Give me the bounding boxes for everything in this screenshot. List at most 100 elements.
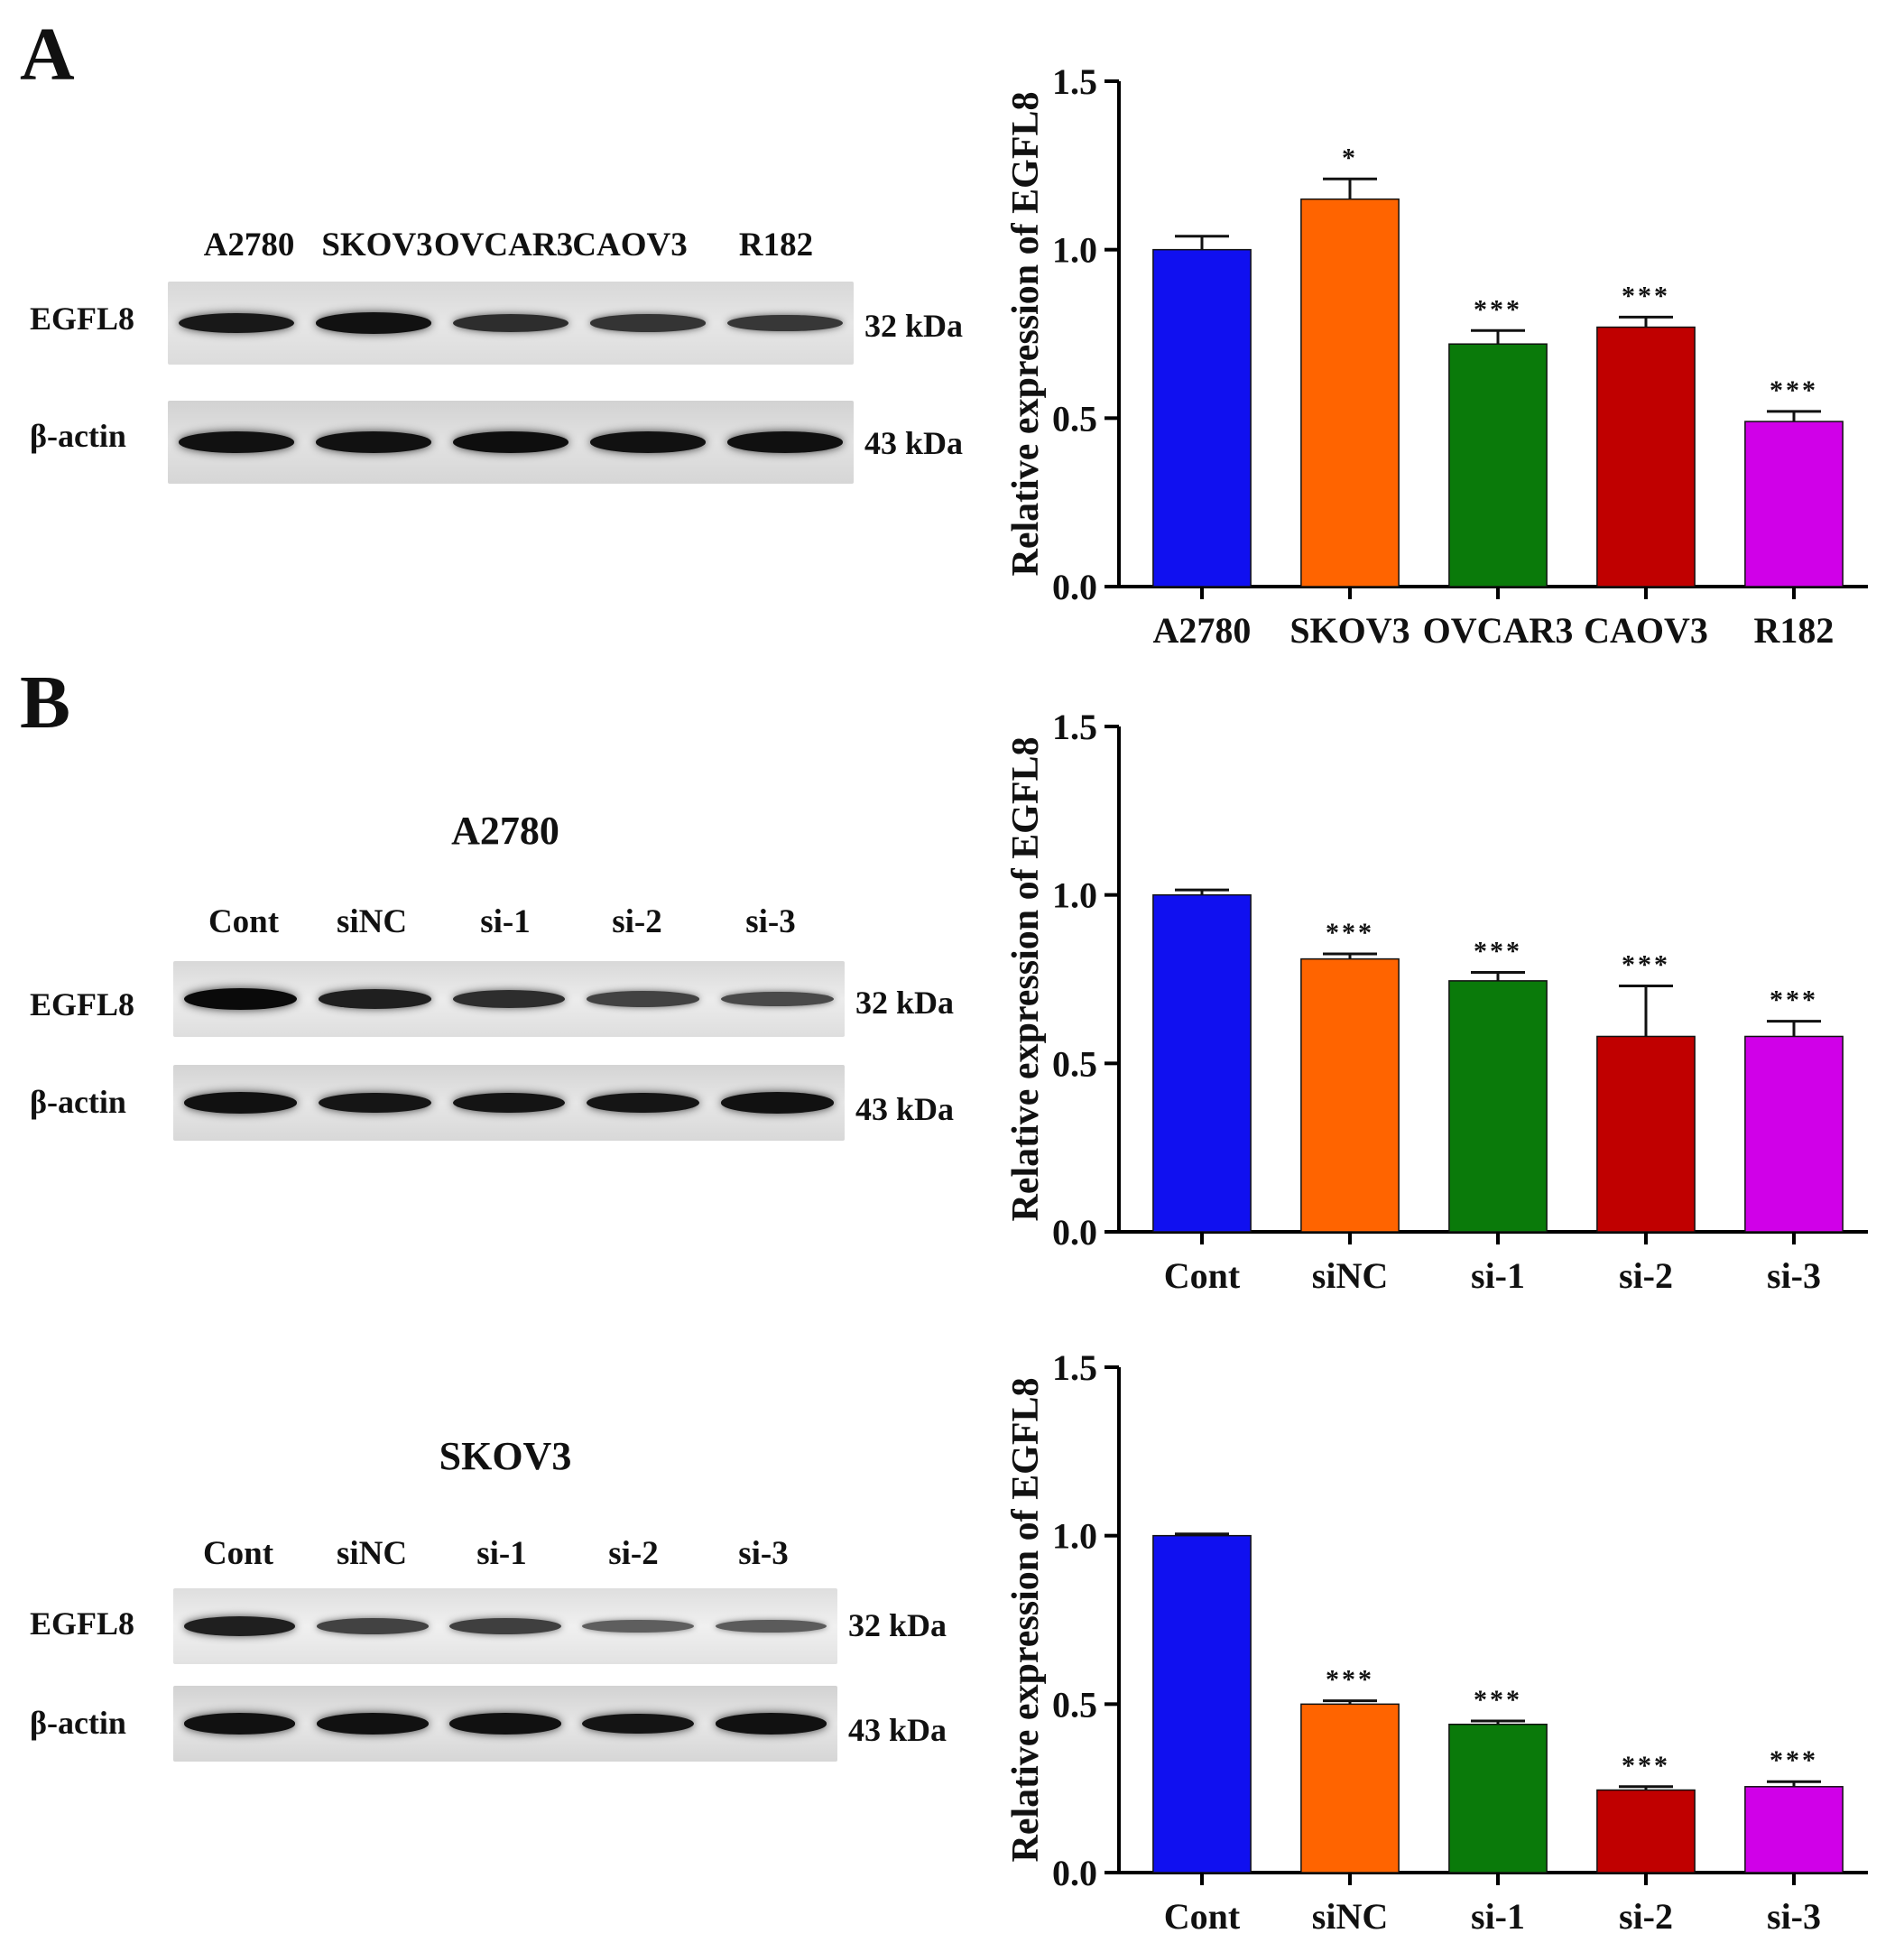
blot-band <box>590 314 706 332</box>
significance-marker: *** <box>1622 1751 1670 1781</box>
blot-band <box>179 312 294 334</box>
x-tick-label: CAOV3 <box>1584 610 1708 651</box>
blot-band <box>727 431 843 453</box>
blot-band <box>587 1092 700 1114</box>
blot-membrane-egfl8 <box>168 282 854 365</box>
blot-band <box>179 431 294 453</box>
significance-marker: *** <box>1474 1685 1522 1715</box>
bar <box>1596 1035 1696 1233</box>
bar <box>1152 893 1252 1233</box>
y-tick-label: 1.5 <box>1052 707 1097 747</box>
blot-band <box>183 1713 296 1735</box>
lane-label: OVCAR3 <box>433 227 574 264</box>
lane-label: Cont <box>202 1535 274 1572</box>
blot-band <box>183 1092 297 1114</box>
blot-band <box>582 1619 695 1633</box>
blot-band <box>316 1713 429 1735</box>
x-tick-label: si-3 <box>1767 1896 1821 1937</box>
y-axis-label: Relative expression of EGFL8 <box>1005 1377 1047 1862</box>
row-label-beta-actin: β-actin <box>30 418 126 454</box>
lane-label: siNC <box>336 1535 408 1572</box>
y-axis-label: Relative expression of EGFL8 <box>1005 736 1047 1221</box>
lane-label: si-2 <box>608 1535 659 1572</box>
row-label-egfl8: EGFL8 <box>30 1605 135 1642</box>
row-label-egfl8: EGFL8 <box>30 986 135 1022</box>
bar <box>1744 1786 1844 1873</box>
significance-marker: *** <box>1326 1665 1374 1695</box>
x-tick-label: A2780 <box>1153 610 1252 651</box>
blot-band <box>318 1092 431 1114</box>
y-tick-label: 1.5 <box>1052 61 1097 102</box>
y-tick-label: 1.0 <box>1052 230 1097 271</box>
blot-band <box>590 431 706 453</box>
lane-label: Cont <box>208 903 280 940</box>
x-tick-label: si-1 <box>1471 1255 1525 1296</box>
kda-label: 43 kDa <box>855 1091 955 1127</box>
y-tick-label: 1.0 <box>1052 1516 1097 1557</box>
panel-letter-a: A <box>20 13 75 97</box>
x-tick-label: siNC <box>1312 1255 1388 1296</box>
y-tick-label: 0.0 <box>1052 1212 1097 1253</box>
blot-band <box>721 1092 835 1114</box>
bar <box>1300 957 1400 1233</box>
y-tick-label: 0.0 <box>1052 1853 1097 1893</box>
significance-marker: *** <box>1326 918 1374 948</box>
x-tick-label: si-2 <box>1619 1896 1673 1937</box>
bar <box>1300 198 1400 587</box>
kda-label: 32 kDa <box>855 985 955 1021</box>
significance-marker: *** <box>1622 949 1670 979</box>
lane-label: si-1 <box>476 1535 527 1572</box>
y-tick-label: 1.5 <box>1052 1347 1097 1388</box>
blot-band <box>316 312 431 334</box>
kda-label: 32 kDa <box>848 1607 947 1643</box>
blot-band <box>453 431 568 453</box>
x-tick-label: OVCAR3 <box>1423 610 1574 651</box>
lane-label: si-2 <box>612 903 662 940</box>
blot-membrane-beta-actin <box>168 401 854 484</box>
significance-marker: *** <box>1770 375 1818 405</box>
significance-marker: *** <box>1770 1745 1818 1775</box>
blot-band <box>715 1619 827 1633</box>
blot-band <box>715 1713 827 1735</box>
blot-band <box>452 1092 566 1114</box>
bar <box>1744 421 1844 587</box>
x-tick-label: si-1 <box>1471 1896 1525 1937</box>
bar <box>1448 343 1548 587</box>
blot-band <box>721 991 835 1007</box>
lane-label: R182 <box>738 227 814 264</box>
blot-band <box>727 314 843 332</box>
blot-title-a2780: A2780 <box>451 809 559 853</box>
y-axis-label: Relative expression of EGFL8 <box>1005 91 1047 576</box>
x-tick-label: R182 <box>1754 610 1835 651</box>
significance-marker: *** <box>1474 294 1522 324</box>
blot-band <box>183 988 297 1010</box>
significance-marker: * <box>1342 143 1358 172</box>
row-label-beta-actin: β-actin <box>30 1084 126 1120</box>
blot-band <box>449 1713 561 1735</box>
bar <box>1152 1534 1252 1873</box>
y-tick-label: 1.0 <box>1052 875 1097 916</box>
blot-title-skov3: SKOV3 <box>439 1434 572 1478</box>
significance-marker: *** <box>1474 937 1522 967</box>
blot-band <box>316 1618 429 1634</box>
blot-band <box>449 1618 561 1634</box>
x-tick-label: Cont <box>1164 1896 1241 1937</box>
bar <box>1744 1035 1844 1233</box>
blot-band <box>453 314 568 332</box>
panel-letter-b: B <box>20 661 71 745</box>
x-tick-label: SKOV3 <box>1289 610 1410 651</box>
x-tick-label: siNC <box>1312 1896 1388 1937</box>
blot-band <box>316 431 431 453</box>
kda-label: 43 kDa <box>848 1712 947 1748</box>
blot-band <box>318 989 431 1009</box>
blot-membrane-egfl8 <box>173 1588 837 1664</box>
bar <box>1596 1789 1696 1873</box>
lane-label: CAOV3 <box>572 227 688 264</box>
row-label-egfl8: EGFL8 <box>30 301 135 337</box>
row-label-beta-actin: β-actin <box>30 1705 126 1741</box>
y-tick-label: 0.5 <box>1052 1684 1097 1725</box>
x-tick-label: si-2 <box>1619 1255 1673 1296</box>
lane-label: si-3 <box>738 1535 789 1572</box>
y-tick-label: 0.5 <box>1052 398 1097 439</box>
